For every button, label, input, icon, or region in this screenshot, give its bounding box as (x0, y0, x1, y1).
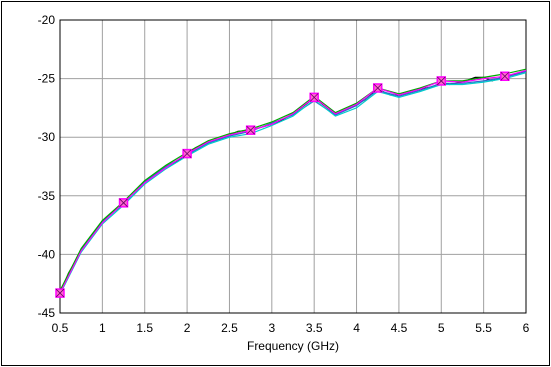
y-tick-label: -25 (38, 72, 56, 86)
data-marker-cross (182, 149, 192, 158)
x-tick-label: 2.5 (221, 321, 238, 335)
x-tick-label: 5.5 (475, 321, 492, 335)
x-tick-label: 2 (184, 321, 191, 335)
x-axis-ticks: 0.5 1 1.5 2 2.5 3 3.5 4 4.5 5 5.5 6 (52, 321, 530, 335)
series-group (55, 68, 527, 298)
x-tick-label: 3.5 (306, 321, 323, 335)
x-tick-label: 1 (99, 321, 106, 335)
x-axis-title: Frequency (GHz) (247, 339, 339, 353)
series-line (59, 72, 527, 295)
x-tick-label: 4.5 (391, 321, 408, 335)
data-marker-cross (55, 288, 65, 298)
y-axis-ticks: -20 -25 -30 -35 -40 -45 (38, 13, 56, 320)
y-tick-label: -20 (38, 13, 56, 27)
data-marker-cross (309, 93, 319, 102)
y-tick-label: -40 (38, 247, 56, 261)
x-tick-label: 1.5 (136, 321, 153, 335)
x-tick-label: 0.5 (52, 321, 69, 335)
data-marker-cross (500, 71, 510, 81)
x-tick-label: 5 (438, 321, 445, 335)
x-tick-label: 4 (353, 321, 360, 335)
data-marker-cross (373, 83, 383, 93)
x-tick-label: 3 (268, 321, 275, 335)
data-marker-cross (246, 125, 255, 135)
series-line (59, 69, 527, 294)
plot-area-border (59, 19, 527, 314)
y-tick-label: -35 (38, 189, 56, 203)
x-tick-label: 6 (523, 321, 530, 335)
y-tick-label: -30 (38, 130, 56, 144)
plot-area (60, 20, 526, 313)
data-marker-cross (119, 198, 128, 208)
y-tick-label: -45 (38, 306, 56, 320)
grid (60, 20, 526, 313)
data-marker-cross (436, 76, 446, 86)
